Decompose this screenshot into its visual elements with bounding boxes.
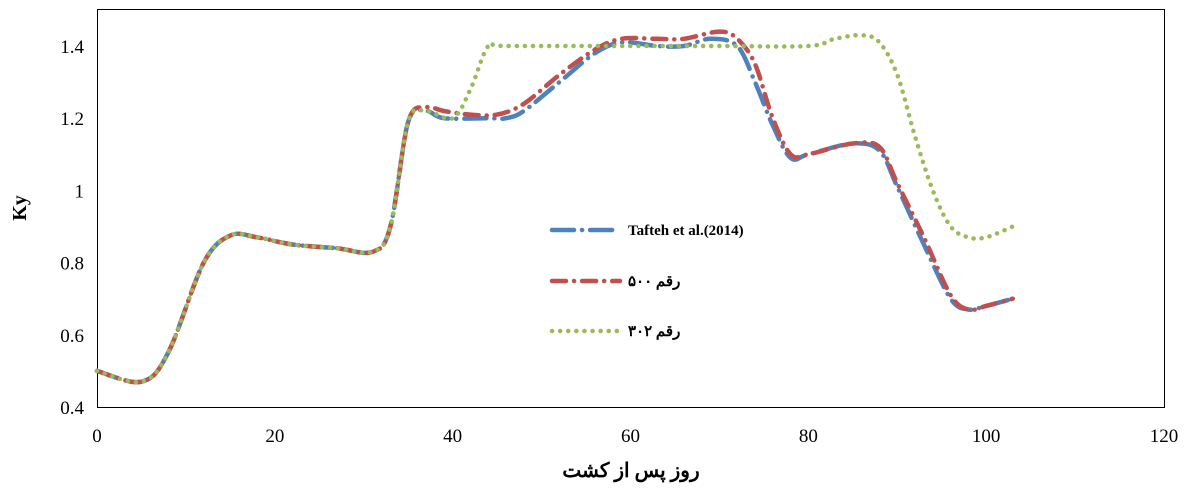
y-tick-label: 0.4 xyxy=(60,398,84,419)
x-tick-label: 100 xyxy=(972,426,1001,447)
plot-area-frame xyxy=(97,9,1165,408)
y-axis-title: Ky xyxy=(9,195,31,221)
series-line-2 xyxy=(94,32,1016,385)
y-tick-label: 1.2 xyxy=(60,109,84,130)
legend-label-1: رقم ۵۰۰ xyxy=(628,274,680,290)
series-lines xyxy=(94,29,1016,385)
x-tick-labels: 0 20 40 60 80 100 120 xyxy=(92,426,1178,447)
legend-label-2: رقم ۳۰۲ xyxy=(628,324,680,340)
y-tick-label: 1 xyxy=(75,181,85,202)
y-tick-label: 0.8 xyxy=(60,254,84,275)
x-tick-label: 0 xyxy=(92,426,102,447)
y-tick-label: 0.6 xyxy=(60,326,84,347)
x-axis-title: روز پس از کشت xyxy=(562,460,699,483)
x-tick-label: 40 xyxy=(443,426,462,447)
x-tick-label: 60 xyxy=(621,426,640,447)
y-tick-label: 1.4 xyxy=(60,37,84,58)
legend: Tafteh et al.(2014) رقم ۵۰۰ رقم ۳۰۲ xyxy=(549,223,744,340)
y-tick-labels: 0.4 0.6 0.8 1 1.2 1.4 xyxy=(60,37,84,419)
x-tick-label: 20 xyxy=(265,426,284,447)
x-tick-label: 120 xyxy=(1150,426,1179,447)
legend-label-0: Tafteh et al.(2014) xyxy=(628,223,744,239)
x-tick-label: 80 xyxy=(799,426,818,447)
